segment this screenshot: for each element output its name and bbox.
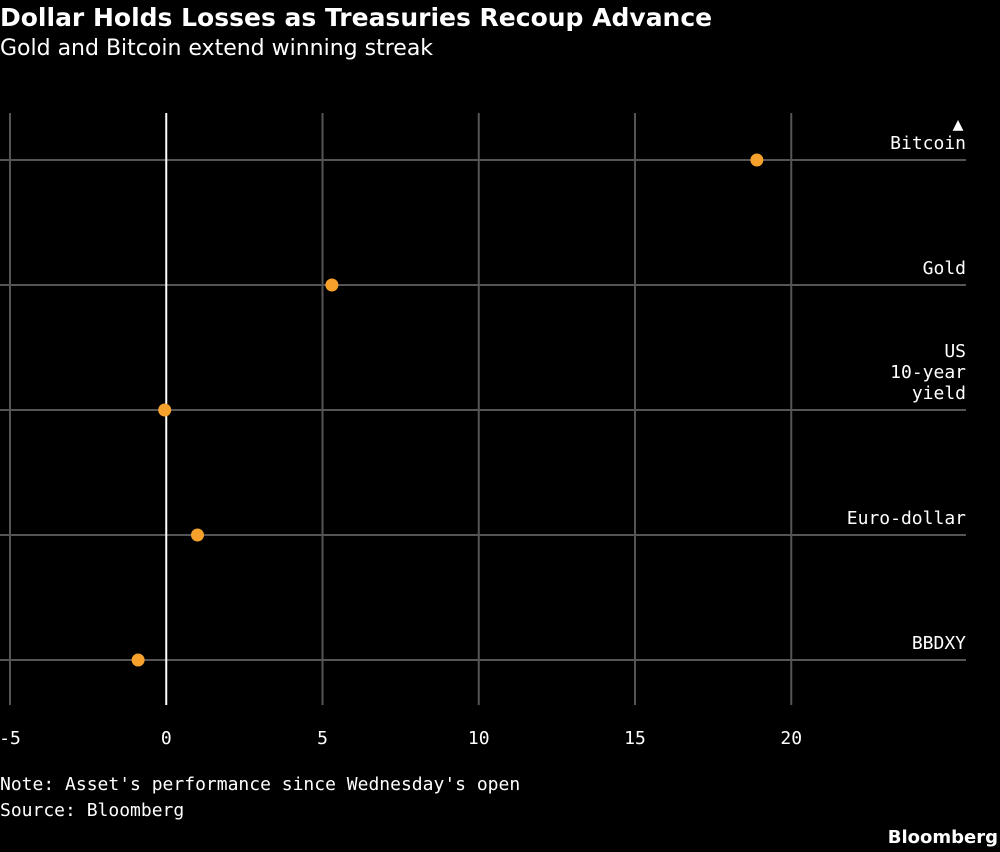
bloomberg-logo: Bloomberg xyxy=(887,827,998,848)
chart-title: Dollar Holds Losses as Treasuries Recoup… xyxy=(0,3,713,32)
x-tick-label-4: 15 xyxy=(624,728,646,749)
category-label-0-0: Bitcoin xyxy=(890,133,966,154)
category-label-4-0: BBDXY xyxy=(912,633,966,654)
chart-source: Source: Bloomberg xyxy=(0,800,185,821)
data-point-0 xyxy=(750,153,764,167)
x-tick-label-3: 10 xyxy=(468,728,490,749)
x-tick-label-5: 20 xyxy=(780,728,802,749)
x-tick-label-0: -5 xyxy=(0,728,21,749)
chart-note: Note: Asset's performance since Wednesda… xyxy=(0,774,521,795)
chart-subtitle: Gold and Bitcoin extend winning streak xyxy=(0,36,434,61)
data-point-1 xyxy=(325,278,339,292)
data-point-3 xyxy=(191,528,204,542)
category-label-1-0: Gold xyxy=(923,258,966,279)
category-label-3-0: Euro-dollar xyxy=(847,508,966,529)
data-point-4 xyxy=(131,653,145,667)
x-tick-label-1: 0 xyxy=(161,728,172,749)
x-tick-label-2: 5 xyxy=(317,728,328,749)
category-label-2-1: 10-year xyxy=(890,362,966,383)
category-label-2-0: US xyxy=(944,341,966,362)
data-point-2 xyxy=(158,403,172,417)
triangle-up-icon: ▲ xyxy=(953,114,964,135)
category-label-2-2: yield xyxy=(912,383,966,404)
